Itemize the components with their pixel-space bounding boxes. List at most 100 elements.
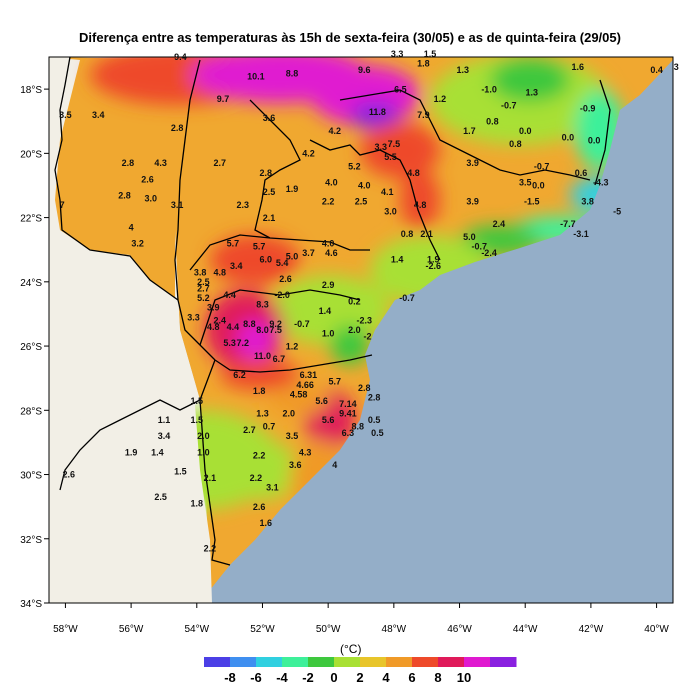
temperature-value-label: 3.4	[230, 261, 243, 271]
map-title: Diferença entre as temperaturas às 15h d…	[79, 30, 621, 45]
temperature-value-label: -0.7	[501, 100, 517, 110]
temperature-value-label: 5.3	[223, 338, 236, 348]
temperature-value-label: 2.2	[250, 473, 263, 483]
temperature-value-label: -0.7	[399, 293, 415, 303]
temperature-value-label: -5	[613, 206, 621, 216]
temperature-value-label: 1.6	[572, 62, 585, 72]
temperature-value-label: 3.9	[466, 197, 479, 207]
temperature-value-label: 7.5	[269, 325, 282, 335]
temperature-value-label: 4.58	[290, 389, 308, 399]
colorbar-label: -6	[250, 670, 262, 685]
temperature-value-label: 5.2	[348, 161, 361, 171]
temperature-value-label: 1.8	[253, 386, 266, 396]
temperature-value-label: 1.4	[391, 255, 404, 265]
temperature-value-label: 0.0	[562, 133, 575, 143]
temperature-value-label: 1.3	[256, 409, 269, 419]
lon-tick-label: 50°W	[316, 624, 341, 635]
temperature-value-label: 7	[60, 200, 65, 210]
temperature-value-label: 1.3	[457, 65, 470, 75]
colorbar-swatch	[334, 657, 361, 667]
colorbar: -8 -6 -4 -2 0 2 4 6 8 10	[204, 657, 517, 685]
colorbar-swatch	[412, 657, 439, 667]
temperature-value-label: 0.2	[348, 296, 361, 306]
temperature-value-label: 9.7	[217, 94, 230, 104]
temperature-value-label: -1.0	[481, 84, 497, 94]
colorbar-swatch	[464, 657, 491, 667]
temperature-value-label: 1.5	[191, 415, 204, 425]
temperature-value-label: 2.6	[279, 274, 292, 284]
lon-tick-label: 42°W	[579, 624, 604, 635]
temperature-value-label: 2.0	[348, 325, 361, 335]
temperature-value-label: -0.7	[471, 242, 487, 252]
temperature-value-label: 10.1	[247, 71, 265, 81]
temperature-value-label: 5.0	[463, 232, 476, 242]
temperature-value-label: 1.9	[427, 255, 440, 265]
temperature-value-label: 6.5	[394, 84, 407, 94]
temperature-value-label: 2.9	[322, 280, 335, 290]
temperature-value-label: -2.0	[274, 290, 290, 300]
temperature-value-label: -2	[364, 332, 372, 342]
temperature-value-label: 7.14	[339, 399, 357, 409]
temperature-value-label: 1.1	[158, 415, 171, 425]
temperature-value-label: 2.2	[204, 544, 217, 554]
temperature-value-label: 0.0	[519, 126, 532, 136]
temperature-value-label: 4.0	[322, 238, 335, 248]
temperature-value-label: 1.9	[125, 447, 138, 457]
temperature-value-label: 1.0	[197, 447, 210, 457]
temperature-value-label: 2.1	[204, 473, 217, 483]
temperature-value-label: 6.31	[300, 370, 318, 380]
temperature-value-label: 4	[129, 222, 134, 232]
temperature-value-label: 3.9	[207, 303, 220, 313]
temperature-value-label: 2.4	[214, 316, 227, 326]
temperature-value-label: 6.3	[342, 428, 355, 438]
temperature-value-label: 1.6	[260, 518, 273, 528]
ocean-mask	[210, 60, 673, 603]
colorbar-swatch	[308, 657, 335, 667]
temperature-value-label: 2.0	[282, 409, 295, 419]
temperature-value-label: -1.5	[524, 197, 540, 207]
lat-tick-label: 26°S	[20, 342, 42, 353]
temperature-value-label: 2.4	[493, 219, 506, 229]
lat-tick-label: 22°S	[20, 214, 42, 225]
temperature-value-label: 4.2	[328, 126, 341, 136]
temperature-value-label: 2.8	[260, 168, 273, 178]
temperature-value-label: 5.4	[276, 258, 289, 268]
temperature-value-label: 3.2	[131, 238, 144, 248]
temperature-value-label: 5.5	[384, 152, 397, 162]
temperature-value-label: -0.9	[580, 104, 596, 114]
temperature-value-label: 0.8	[486, 116, 499, 126]
temperature-value-label: 1.5	[424, 49, 437, 59]
colorbar-label: 0	[330, 670, 337, 685]
colorbar-label: 10	[457, 670, 471, 685]
temperature-value-label: 4.6	[325, 248, 338, 258]
temperature-value-label: 3.8	[581, 197, 594, 207]
colorbar-swatch	[438, 657, 465, 667]
temperature-value-label: 1.7	[463, 126, 476, 136]
temperature-value-label: -3.1	[573, 229, 589, 239]
temperature-value-label: 8.8	[351, 422, 364, 432]
temperature-value-label: 3.1	[171, 200, 184, 210]
temperature-value-label: -2.4	[481, 248, 497, 258]
colorbar-swatch	[490, 657, 517, 667]
temperature-value-label: 4.3	[299, 447, 312, 457]
temperature-value-label: -7.7	[560, 219, 576, 229]
temperature-value-label: 3.6	[263, 113, 276, 123]
lon-tick-label: 44°W	[513, 624, 538, 635]
temperature-value-label: 4.2	[302, 149, 315, 159]
temperature-value-label: 5.2	[197, 293, 210, 303]
temperature-value-label: 2.2	[322, 197, 335, 207]
temperature-value-label: 9.41	[339, 409, 357, 419]
temperature-value-label: 1.2	[434, 94, 447, 104]
temperature-value-label: 3.5	[519, 177, 532, 187]
temperature-value-label: 6.7	[273, 354, 286, 364]
colorbar-label: 6	[408, 670, 415, 685]
temperature-value-label: 0.5	[368, 415, 381, 425]
temperature-value-label: 5.7	[227, 238, 240, 248]
lat-tick-label: 20°S	[20, 149, 42, 160]
temperature-value-label: 2.6	[62, 470, 75, 480]
lon-tick-label: 40°W	[644, 624, 669, 635]
lon-tick-label: 46°W	[447, 624, 472, 635]
temperature-value-label: 2.5	[197, 277, 210, 287]
temperature-value-label: 3.0	[384, 206, 397, 216]
colorbar-swatch	[360, 657, 387, 667]
